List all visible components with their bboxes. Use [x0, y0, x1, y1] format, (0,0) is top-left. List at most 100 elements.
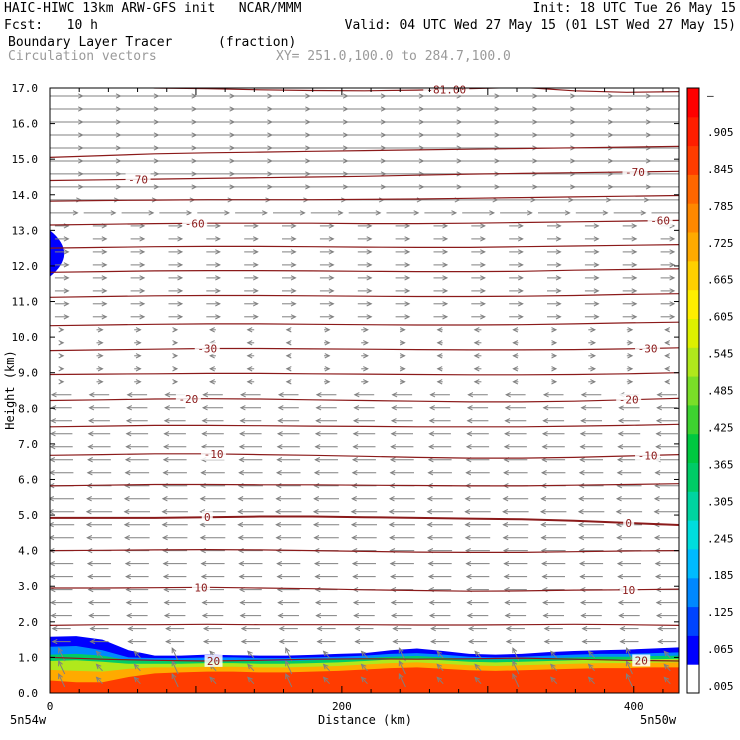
vector-arrowhead	[101, 249, 108, 255]
vector-arrowhead	[669, 236, 676, 242]
y-tick-label: 3.0	[18, 580, 38, 593]
vector-arrowhead	[50, 418, 57, 424]
vector-arrowhead	[631, 275, 638, 281]
vector-arrowhead	[101, 275, 108, 281]
vector-arrowhead	[550, 663, 556, 670]
vector-arrowhead	[215, 301, 221, 307]
vector-arrowhead	[354, 638, 361, 645]
vector-arrowhead	[542, 392, 549, 398]
vector-arrowhead	[517, 223, 524, 229]
vector-arrowhead	[625, 647, 631, 654]
vector-arrowhead	[505, 625, 512, 632]
vector-arrowhead	[360, 676, 367, 683]
vector-arrowhead	[177, 275, 184, 281]
vector-arrowhead	[139, 223, 146, 229]
colorbar-label: .425	[707, 421, 734, 434]
vector-arrowhead	[202, 625, 209, 632]
vector-arrowhead	[464, 522, 471, 528]
vector-arrowhead	[502, 535, 509, 541]
run-title: HAIC-HIWC 13km ARW-GFS init NCAR/MMM	[4, 1, 302, 16]
vector-arrowhead	[473, 327, 480, 333]
vector-arrowhead	[50, 522, 54, 528]
vector-arrowhead	[276, 574, 283, 580]
vector-arrowhead	[618, 405, 625, 411]
y-tick-label: 2.0	[18, 616, 38, 629]
temperature-contour	[50, 586, 679, 592]
vector-arrowhead	[664, 327, 671, 333]
vector-arrowhead	[277, 599, 284, 606]
vector-arrowhead	[51, 625, 58, 632]
vector-arrowhead	[555, 249, 562, 255]
temperature-contour	[50, 515, 679, 526]
vector-arrowhead	[163, 599, 170, 606]
vector-arrowhead	[543, 638, 550, 645]
vector-arrowhead	[391, 405, 398, 411]
vector-arrowhead	[473, 379, 480, 385]
vector-arrowhead	[277, 405, 284, 411]
vector-arrowhead	[602, 210, 609, 216]
vector-arrowhead	[413, 210, 420, 216]
circulation-vector	[626, 647, 633, 662]
colorbar-swatch	[687, 549, 699, 579]
vector-arrowhead	[578, 535, 585, 541]
contour-label: -60	[185, 217, 205, 230]
vector-arrowhead	[430, 638, 436, 645]
colorbar-label: .725	[707, 237, 734, 250]
vector-arrowhead	[619, 625, 626, 632]
vector-arrowhead	[290, 275, 297, 281]
circulation-vector	[588, 664, 595, 672]
vector-arrowhead	[430, 625, 436, 632]
vector-arrowhead	[165, 625, 171, 632]
vector-arrowhead	[442, 275, 449, 281]
vector-arrowhead	[312, 509, 319, 515]
colorbar-label: .905	[707, 126, 734, 139]
vector-arrowhead	[246, 353, 253, 359]
vector-arrowhead	[101, 262, 108, 268]
vector-arrowhead	[58, 673, 63, 680]
vector-arrowhead	[502, 496, 509, 502]
vector-arrowhead	[86, 496, 92, 502]
vector-arrowhead	[314, 574, 321, 580]
contour-label: -10	[204, 448, 224, 461]
vector-arrowhead	[186, 210, 193, 216]
colorbar-swatch	[687, 577, 699, 608]
vector-arrowhead	[285, 660, 291, 667]
vector-arrowhead	[579, 457, 586, 463]
vector-arrowhead	[316, 638, 323, 645]
temperature-contour	[50, 219, 679, 226]
circulation-vector	[474, 676, 482, 685]
vector-arrowhead	[278, 638, 285, 645]
vector-arrowhead	[276, 457, 283, 463]
vector-arrowhead	[517, 236, 524, 242]
contour-label: 20	[635, 654, 648, 667]
vector-arrowhead	[240, 392, 246, 398]
vector-arrowhead	[314, 586, 321, 593]
vector-arrowhead	[593, 262, 600, 268]
circulation-vector	[247, 651, 255, 659]
vector-arrowhead	[590, 353, 597, 359]
vector-arrowhead	[252, 249, 259, 255]
vector-arrowhead	[366, 288, 373, 294]
vector-arrowhead	[517, 301, 524, 307]
vector-arrowhead	[337, 210, 344, 216]
vector-arrowhead	[252, 236, 259, 242]
vector-arrowhead	[123, 496, 130, 502]
vector-arrowhead	[209, 650, 215, 657]
vector-arrowhead	[464, 496, 471, 502]
colorbar-swatch	[687, 635, 699, 665]
x-start-location: 5n54w	[10, 713, 47, 727]
vector-arrowhead	[239, 431, 245, 437]
vector-arrowhead	[172, 353, 179, 359]
vector-arrowhead	[543, 625, 550, 632]
temperature-contour	[50, 372, 679, 376]
contour-label: 0	[204, 511, 211, 524]
vector-arrowhead	[322, 650, 329, 657]
vector-arrowhead	[161, 509, 168, 515]
vector-arrowhead	[135, 340, 142, 346]
vector-arrowhead	[201, 599, 208, 606]
vector-arrowhead	[625, 673, 631, 680]
circulation-vector	[285, 673, 293, 688]
vector-arrowhead	[246, 340, 253, 346]
contour-label: -81.00	[426, 83, 466, 96]
vector-arrowhead	[542, 418, 549, 424]
